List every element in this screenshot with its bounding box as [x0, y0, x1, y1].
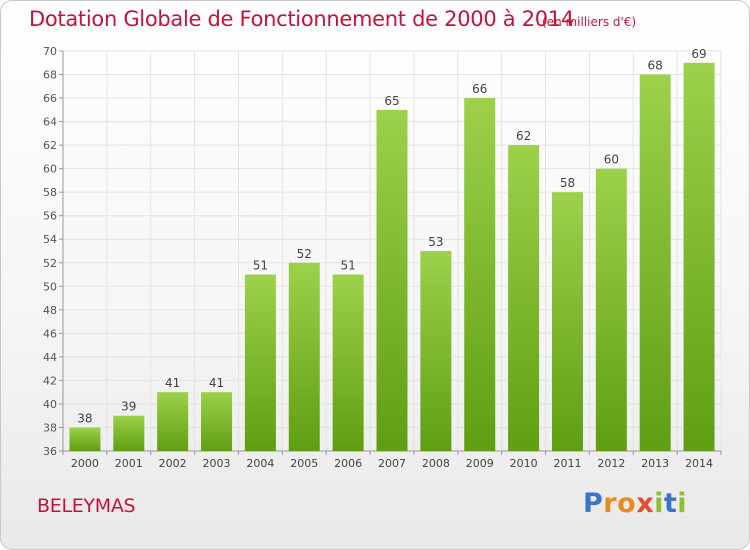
chart-title: Dotation Globale de Fonctionnement de 20…: [29, 7, 574, 31]
bar-2004: [244, 274, 276, 451]
x-tick-label-2009: 2009: [466, 457, 494, 470]
bar-2002: [157, 392, 189, 451]
data-label-2010: 62: [516, 129, 531, 143]
bar-2003: [201, 392, 233, 451]
data-label-2012: 60: [604, 153, 619, 167]
proxiti-logo: Proxiti: [583, 488, 687, 519]
bar-2011: [551, 192, 583, 452]
logo-letter: x: [636, 488, 655, 519]
bar-2008: [420, 251, 452, 451]
bar-2000: [69, 427, 101, 451]
tick-labels: 36 38 40 42 44 46 48 50 52 54 56 58 60 62 64 66 68 70 2000…: [43, 45, 713, 470]
x-tick-label-2007: 2007: [378, 457, 406, 470]
y-tick-label: 62: [43, 139, 57, 152]
data-label-2002: 41: [165, 376, 180, 390]
y-tick-label: 60: [43, 163, 57, 176]
x-tick-label-2000: 2000: [71, 457, 99, 470]
x-tick-label-2001: 2001: [115, 457, 143, 470]
data-label-2005: 52: [297, 247, 312, 261]
bar-2006: [332, 274, 364, 451]
y-tick-label: 38: [43, 421, 57, 434]
data-label-2013: 68: [648, 59, 663, 73]
logo-letter: i: [677, 488, 688, 519]
bar-2007: [376, 109, 408, 451]
y-tick-label: 56: [43, 210, 57, 223]
x-tick-label-2005: 2005: [290, 457, 318, 470]
logo-letter: t: [663, 488, 678, 519]
y-tick-label: 50: [43, 280, 57, 293]
logo-letter: o: [617, 488, 637, 519]
logo-letter: r: [603, 488, 618, 519]
y-tick-label: 36: [43, 445, 57, 458]
y-tick-label: 68: [43, 69, 57, 82]
bar-2001: [113, 415, 145, 451]
y-tick-label: 40: [43, 398, 57, 411]
bar-2005: [288, 262, 320, 451]
data-label-2014: 69: [691, 47, 706, 61]
y-tick-label: 48: [43, 304, 57, 317]
y-tick-label: 52: [43, 257, 57, 270]
x-tick-label-2012: 2012: [597, 457, 625, 470]
bar-2009: [464, 98, 496, 451]
data-labels: 38 39 41 41 51 52 51 65 53 66 62 58 60 68 69: [77, 47, 706, 426]
y-tick-label: 70: [43, 45, 57, 58]
bar-2014: [683, 62, 715, 451]
y-tick-label: 54: [43, 233, 57, 246]
data-label-2003: 41: [209, 376, 224, 390]
bars: [69, 62, 715, 452]
y-tick-label: 44: [43, 351, 57, 364]
data-label-2000: 38: [77, 411, 92, 425]
y-tick-label: 42: [43, 374, 57, 387]
x-tick-label-2011: 2011: [553, 457, 581, 470]
bar-2013: [639, 74, 671, 451]
commune-name: BELEYMAS: [37, 495, 136, 517]
y-tick-label: 66: [43, 92, 57, 105]
y-tick-label: 64: [43, 116, 57, 129]
x-tick-label-2014: 2014: [685, 457, 713, 470]
x-tick-label-2006: 2006: [334, 457, 362, 470]
data-label-2011: 58: [560, 176, 575, 190]
data-label-2008: 53: [428, 235, 443, 249]
x-tick-label-2013: 2013: [641, 457, 669, 470]
chart-subtitle: (en milliers d'€): [542, 15, 637, 29]
logo-letter: P: [583, 488, 604, 519]
logo-letter: i: [654, 488, 664, 519]
y-tick-label: 58: [43, 186, 57, 199]
data-label-2007: 65: [384, 94, 399, 108]
bar-2010: [508, 145, 540, 451]
x-tick-label-2010: 2010: [510, 457, 538, 470]
data-label-2009: 66: [472, 82, 487, 96]
data-label-2006: 51: [340, 259, 355, 273]
y-tick-label: 46: [43, 327, 57, 340]
x-tick-label-2008: 2008: [422, 457, 450, 470]
x-tick-label-2002: 2002: [159, 457, 187, 470]
x-tick-label-2004: 2004: [246, 457, 274, 470]
data-label-2004: 51: [253, 259, 268, 273]
x-tick-label-2003: 2003: [203, 457, 231, 470]
data-label-2001: 39: [121, 400, 136, 414]
bar-2012: [595, 168, 627, 451]
